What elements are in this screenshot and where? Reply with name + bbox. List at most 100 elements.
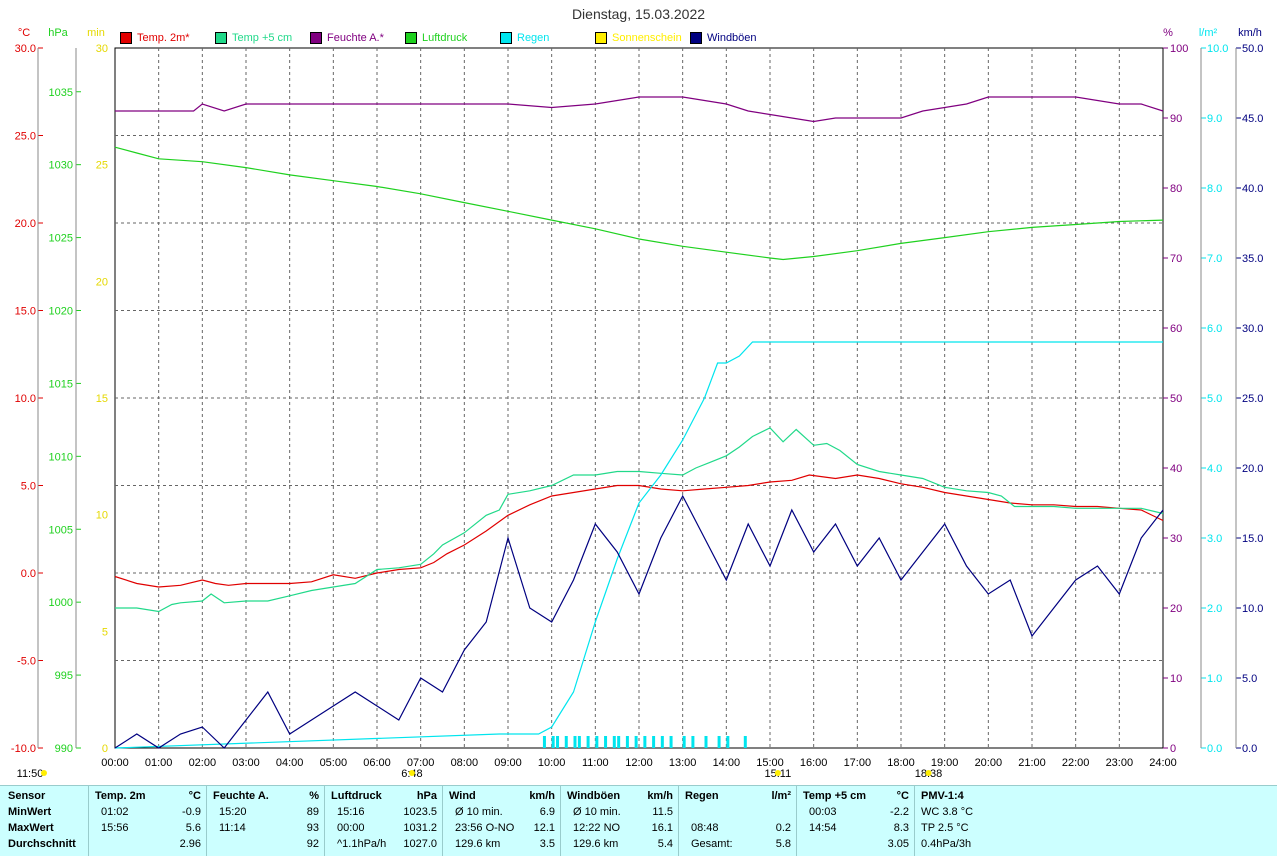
rain-cell-label: 08:48 [691, 822, 719, 834]
pressure-tick-label: 1010 [49, 451, 73, 463]
temp-tick-label: 25.0 [15, 131, 36, 143]
sunshine-bar [691, 736, 695, 748]
rain-tick-label: 8.0 [1207, 183, 1222, 195]
x-tick-label: 18:00 [887, 757, 915, 769]
legend-item: Luftdruck [405, 30, 500, 46]
x-tick-label: 23:00 [1106, 757, 1134, 769]
humidity-unit-label: % [1163, 27, 1173, 39]
temp2m-cell-label: 01:02 [101, 806, 129, 818]
humidity-tick-label: 90 [1170, 113, 1182, 125]
sunshine-bar [643, 736, 647, 748]
legend-item: Regen [500, 30, 595, 46]
humidity-cell-value: 92 [306, 838, 319, 850]
sun-tick-label: 0 [102, 743, 108, 755]
pressure-tick-label: 1035 [49, 87, 73, 99]
legend-label: Temp +5 cm [232, 32, 293, 44]
temp5cm-cell-value: -2.2 [890, 806, 909, 818]
x-tick-label: 11:00 [582, 757, 609, 769]
sunshine-bar [704, 736, 708, 748]
humidity-column: Feuchte A.% 15:20 89 11:14 93 92 [206, 786, 325, 856]
sunshine-bar [625, 736, 629, 748]
sun-unit-label: min [87, 27, 105, 39]
temp2m-header: Temp. 2m [95, 790, 146, 802]
time-marker-label: 11:50 [17, 768, 44, 780]
legend-swatch [405, 32, 417, 44]
temp-tick-label: -10.0 [11, 743, 36, 755]
pressure-tick-label: 1025 [49, 233, 73, 245]
rain-column: Regen l/m² 08:48 0.2 Gesamt: 5.8 [678, 786, 797, 856]
rain-tick-label: 10.0 [1207, 43, 1228, 55]
sunshine-bar [717, 736, 721, 748]
rain-tick-label: 3.0 [1207, 533, 1222, 545]
series-line [115, 96, 1164, 123]
wind-cell-label: 23:56 O-NO [455, 822, 515, 834]
pressure-tick-label: 1020 [49, 306, 73, 318]
temp5cm-header: Temp +5 cm [803, 790, 867, 802]
wind-tick-label: 30.0 [1242, 323, 1263, 335]
wind-tick-label: 5.0 [1242, 673, 1257, 685]
sunshine-bar [612, 736, 616, 748]
humidity-tick-label: 50 [1170, 393, 1182, 405]
x-tick-label: 10:00 [538, 757, 566, 769]
rain-tick-label: 2.0 [1207, 603, 1222, 615]
pmv-tp: TP 2.5 °C [921, 822, 969, 834]
wind-tick-label: 45.0 [1242, 113, 1263, 125]
x-tick-label: 03:00 [232, 757, 260, 769]
x-tick-label: 08:00 [451, 757, 479, 769]
humidity-tick-label: 0 [1170, 743, 1176, 755]
pressure-tick-label: 1030 [49, 160, 73, 172]
gust-unit: km/h [647, 790, 673, 802]
sun-marker [41, 770, 47, 776]
humidity-cell-value: 89 [306, 806, 319, 818]
pressure-column: Luftdruck hPa 15:16 1023.5 00:00 1031.2 ^1.1hP… [324, 786, 443, 856]
sunshine-bar [595, 736, 599, 748]
gust-cell-label: 129.6 km [573, 838, 619, 850]
legend-item: Temp. 2m* [120, 30, 215, 46]
wind-header: Wind [449, 790, 476, 802]
temp2m-cell-value: 5.6 [185, 822, 201, 834]
humidity-tick-label: 80 [1170, 183, 1182, 195]
chart-legend: Temp. 2m* Temp +5 cm Feuchte A.* Luftdruck R… [120, 30, 800, 46]
x-tick-label: 05:00 [320, 757, 348, 769]
pmv-trend: 0.4hPa/3h [921, 838, 972, 850]
gust-cell-value: 5.4 [657, 838, 673, 850]
temp2m-cell-label: 15:56 [101, 822, 129, 834]
humidity-tick-label: 60 [1170, 323, 1182, 335]
pressure-unit-label: hPa [48, 27, 68, 39]
gust-header: Windböen [567, 790, 621, 802]
pressure-tick-label: 995 [55, 670, 73, 682]
x-tick-label: 14:00 [713, 757, 741, 769]
x-tick-label: 07:00 [407, 757, 435, 769]
legend-label: Luftdruck [422, 32, 468, 44]
wind-cell-label: Ø 10 min. [455, 806, 503, 818]
humidity-cell-label: 11:14 [219, 822, 246, 834]
x-tick-label: 02:00 [189, 757, 217, 769]
pressure-tick-label: 990 [55, 743, 73, 755]
series-line [114, 146, 1164, 261]
wind-cell-value: 12.1 [533, 822, 555, 834]
sunshine-bar [551, 736, 555, 748]
temp2m-unit: °C [188, 790, 201, 802]
gust-cell-label: 12:22 NO [573, 822, 621, 834]
x-tick-label: 22:00 [1062, 757, 1090, 769]
wind-tick-label: 25.0 [1242, 393, 1263, 405]
temp5cm-cell-label: 14:54 [809, 822, 837, 834]
pressure-cell-value: 1027.0 [403, 838, 437, 850]
pressure-tick-label: 1005 [49, 524, 73, 536]
temp-tick-label: 20.0 [15, 218, 36, 230]
pressure-tick-label: 1000 [49, 597, 73, 609]
sunshine-bar [564, 736, 568, 748]
humidity-cell-value: 93 [306, 822, 319, 834]
wind-tick-label: 40.0 [1242, 183, 1263, 195]
pmv-column: PMV-1:4 WC 3.8 °C TP 2.5 °C 0.4hPa/3h [914, 786, 1035, 856]
legend-swatch [500, 32, 512, 44]
rain-tick-label: 4.0 [1207, 463, 1222, 475]
pressure-cell-label: 15:16 [337, 806, 365, 818]
sunshine-bar [617, 736, 621, 748]
sun-tick-label: 5 [102, 626, 108, 638]
pressure-cell-label: ^1.1hPa/h [337, 838, 387, 850]
legend-swatch [215, 32, 227, 44]
gust-cell-value: 16.1 [651, 822, 673, 834]
temp2m-cell-value: -0.9 [182, 806, 201, 818]
x-tick-label: 17:00 [844, 757, 872, 769]
